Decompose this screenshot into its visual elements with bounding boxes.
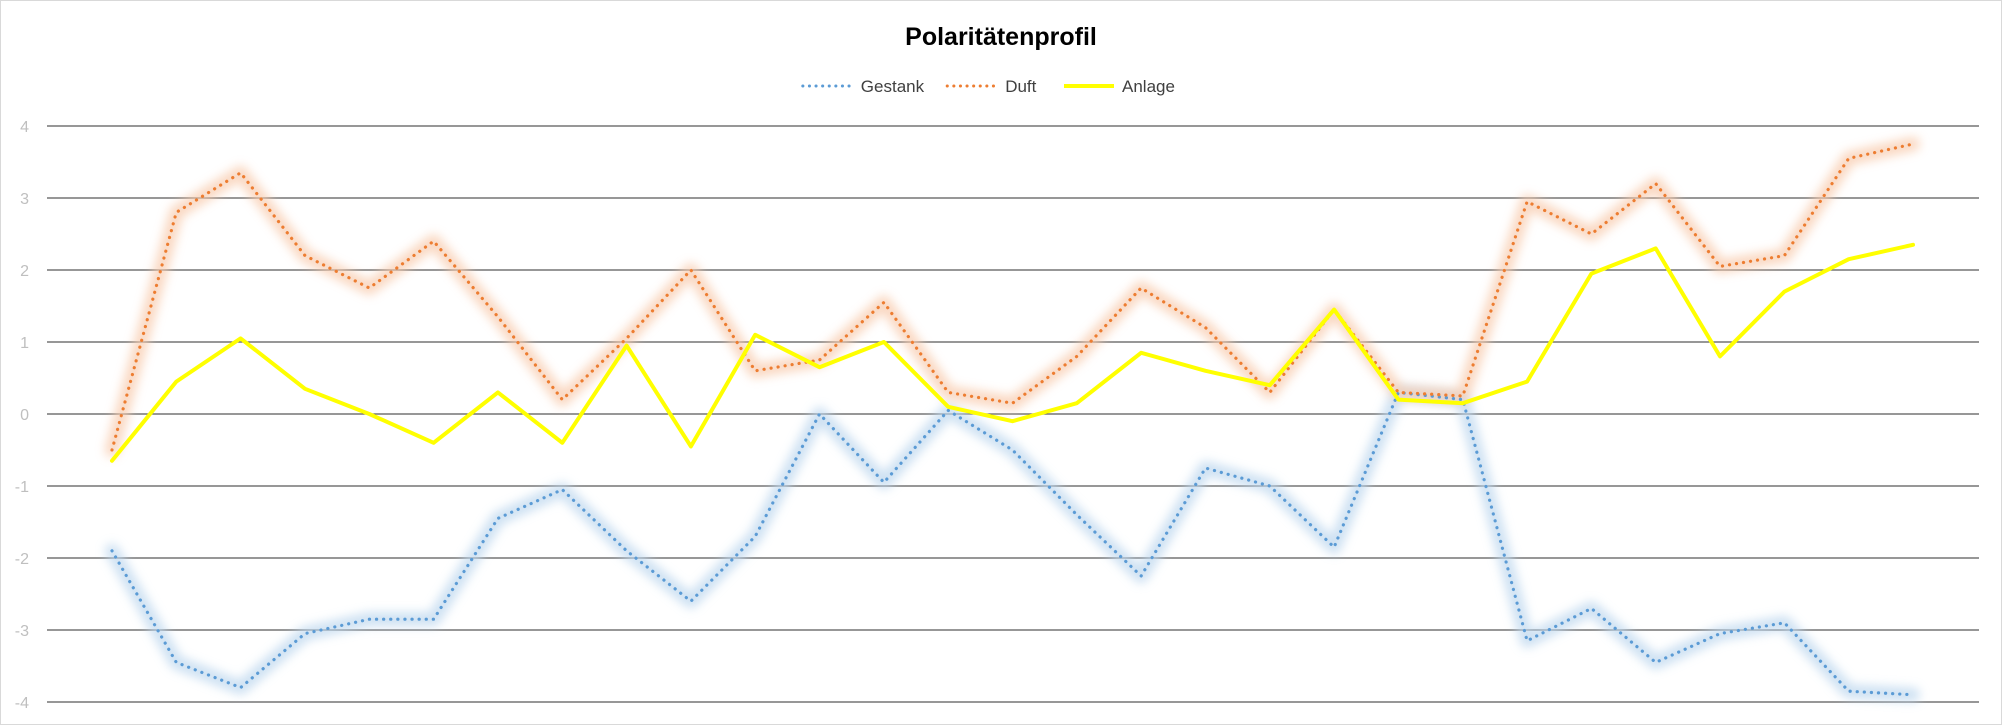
y-tick-label: -1: [15, 479, 29, 496]
y-tick-label: 0: [20, 407, 29, 424]
gridlines: [47, 125, 1979, 703]
y-tick-label: -3: [15, 623, 29, 640]
series-line-gestank: [110, 390, 1915, 697]
series-glow-gestank: [105, 385, 1920, 702]
legend-item-gestank: Gestank: [801, 77, 925, 96]
y-tick-label: 1: [20, 335, 29, 352]
y-tick-label: -2: [15, 551, 29, 568]
series-layer: [105, 137, 1920, 702]
legend-item-anlage: Anlage: [1064, 77, 1175, 96]
legend-item-duft: Duft: [945, 77, 1037, 96]
series-line-anlage: [110, 242, 1915, 463]
legend-label: Anlage: [1122, 77, 1175, 96]
y-tick-label: -4: [15, 695, 29, 712]
y-tick-label: 2: [20, 263, 29, 280]
legend-label: Gestank: [861, 77, 925, 96]
y-tick-label: 4: [20, 119, 29, 136]
series-line-duft: [110, 142, 1915, 452]
y-tick-label: 3: [20, 191, 29, 208]
legend: Gestank Duft Anlage: [801, 77, 1175, 96]
y-axis-ticks: 4 3 2 1 0 -1 -2 -3 -4: [15, 119, 29, 712]
legend-label: Duft: [1005, 77, 1036, 96]
chart-title: Polaritätenprofil: [905, 23, 1097, 51]
